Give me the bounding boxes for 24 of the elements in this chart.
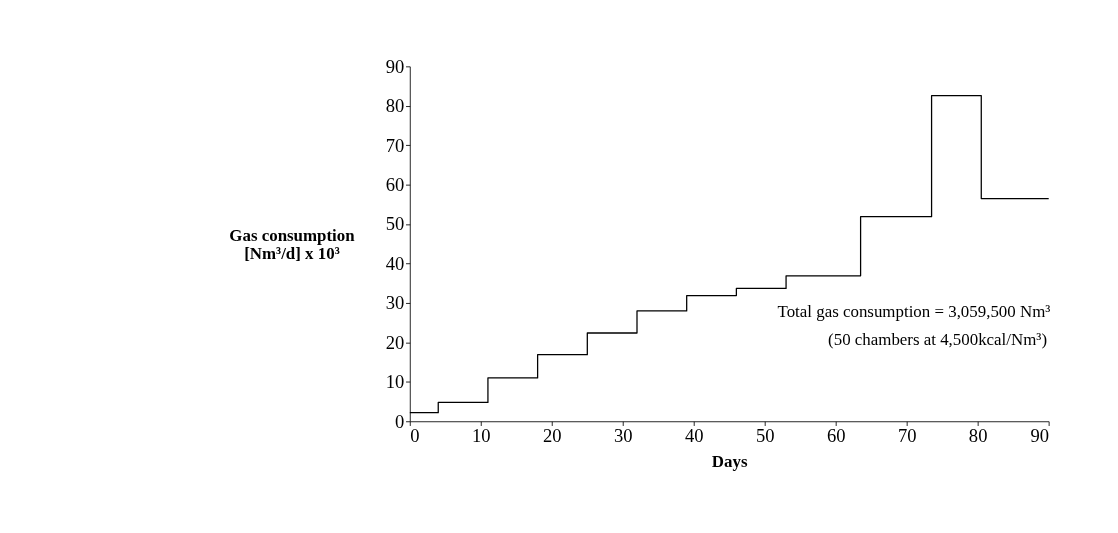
x-tick-label: 10 xyxy=(471,425,491,447)
y-tick-label: 10 xyxy=(385,371,405,393)
y-tick-label: 20 xyxy=(385,331,405,353)
y-tick-label: 60 xyxy=(385,174,405,196)
x-tick-label: 90 xyxy=(1030,425,1050,447)
y-tick-label: 0 xyxy=(395,410,405,432)
x-tick-label: 60 xyxy=(826,425,846,447)
x-tick-label: 0 xyxy=(410,425,420,447)
y-tick-label: 90 xyxy=(385,55,405,77)
x-tick-label: 50 xyxy=(755,425,775,447)
annotation: Total gas consumption = 3,059,500 Nm³ xyxy=(777,301,1051,321)
x-tick-label: 70 xyxy=(897,425,917,447)
y-tick-label: 50 xyxy=(385,213,405,235)
x-axis-title: Days xyxy=(711,452,748,472)
annotation: (50 chambers at 4,500kcal/Nm³) xyxy=(828,330,1048,350)
y-tick-label: 80 xyxy=(385,95,405,117)
y-tick-label: 70 xyxy=(385,134,405,156)
y-tick-label: 40 xyxy=(385,252,405,274)
y-axis-title: Gas consumption [Nm³/d] x 10³ xyxy=(229,225,356,264)
x-tick-label: 40 xyxy=(684,425,704,447)
x-tick-label: 30 xyxy=(613,425,633,447)
y-tick-label: 30 xyxy=(385,292,405,314)
x-tick-label: 80 xyxy=(968,425,988,447)
x-tick-label: 20 xyxy=(542,425,562,447)
